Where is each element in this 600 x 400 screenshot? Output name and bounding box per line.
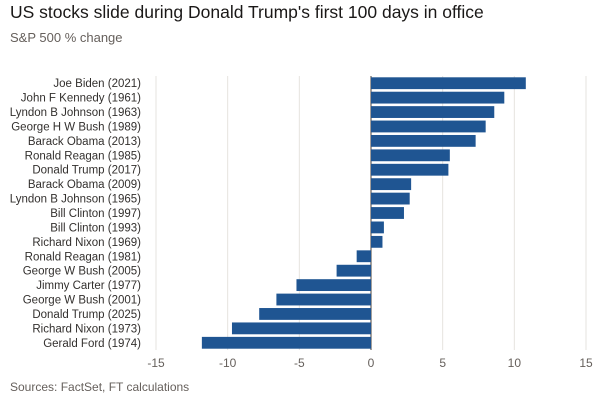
bar: [371, 192, 410, 205]
category-label: Barack Obama (2009): [28, 179, 141, 191]
category-label: Bill Clinton (1997): [50, 208, 141, 220]
bar: [371, 207, 404, 219]
category-label: Lyndon B Johnson (1963): [10, 107, 141, 119]
bar: [259, 308, 371, 320]
x-tick-label: -15: [147, 356, 165, 370]
x-tick-label: 15: [579, 356, 593, 370]
source-note: Sources: FactSet, FT calculations: [10, 380, 190, 394]
category-label: Richard Nixon (1969): [32, 237, 141, 249]
bar: [371, 178, 412, 191]
category-label: George W Bush (2001): [23, 295, 141, 307]
bar: [356, 250, 371, 263]
category-label: Ronald Reagan (1985): [25, 150, 142, 162]
category-label: Jimmy Carter (1977): [36, 280, 141, 292]
bar: [336, 264, 371, 277]
x-tick-label: 10: [508, 356, 522, 370]
bar: [371, 106, 495, 118]
x-tick-label: -10: [219, 356, 237, 370]
bar: [371, 134, 476, 147]
chart-subtitle: S&P 500 % change: [10, 30, 123, 45]
x-axis-tick-labels: -15 -10 -5 0 5 10 15: [147, 356, 593, 370]
bar: [371, 149, 450, 162]
category-label: Barack Obama (2013): [28, 136, 141, 148]
bar: [296, 279, 371, 292]
category-label: Gerald Ford (1974): [43, 338, 141, 350]
category-labels: Joe Biden (2021) John F Kennedy (1961) Lyn…: [10, 78, 141, 350]
bar: [371, 163, 449, 176]
chart-title: US stocks slide during Donald Trump's fi…: [10, 2, 484, 22]
category-label: Joe Biden (2021): [53, 78, 141, 90]
x-tick-label: 0: [368, 356, 375, 370]
bar: [201, 336, 371, 349]
category-label: John F Kennedy (1961): [21, 93, 141, 105]
category-label: George W Bush (2005): [23, 266, 141, 278]
category-label: Donald Trump (2017): [32, 165, 141, 177]
bar: [371, 235, 383, 248]
category-label: Richard Nixon (1973): [32, 323, 141, 335]
bar: [371, 221, 384, 234]
category-label: Bill Clinton (1993): [50, 222, 141, 234]
x-tick-label: -5: [294, 356, 305, 370]
x-tick-label: 5: [439, 356, 446, 370]
category-label: Donald Trump (2025): [32, 309, 141, 321]
category-label: George H W Bush (1989): [11, 121, 141, 133]
bar: [371, 120, 486, 133]
category-label: Ronald Reagan (1981): [25, 251, 142, 263]
category-label: Lyndon B Johnson (1965): [10, 194, 141, 206]
bar: [231, 322, 371, 335]
bar: [371, 91, 505, 104]
bars: [201, 77, 526, 349]
bar: [371, 77, 526, 90]
bar: [276, 293, 371, 306]
